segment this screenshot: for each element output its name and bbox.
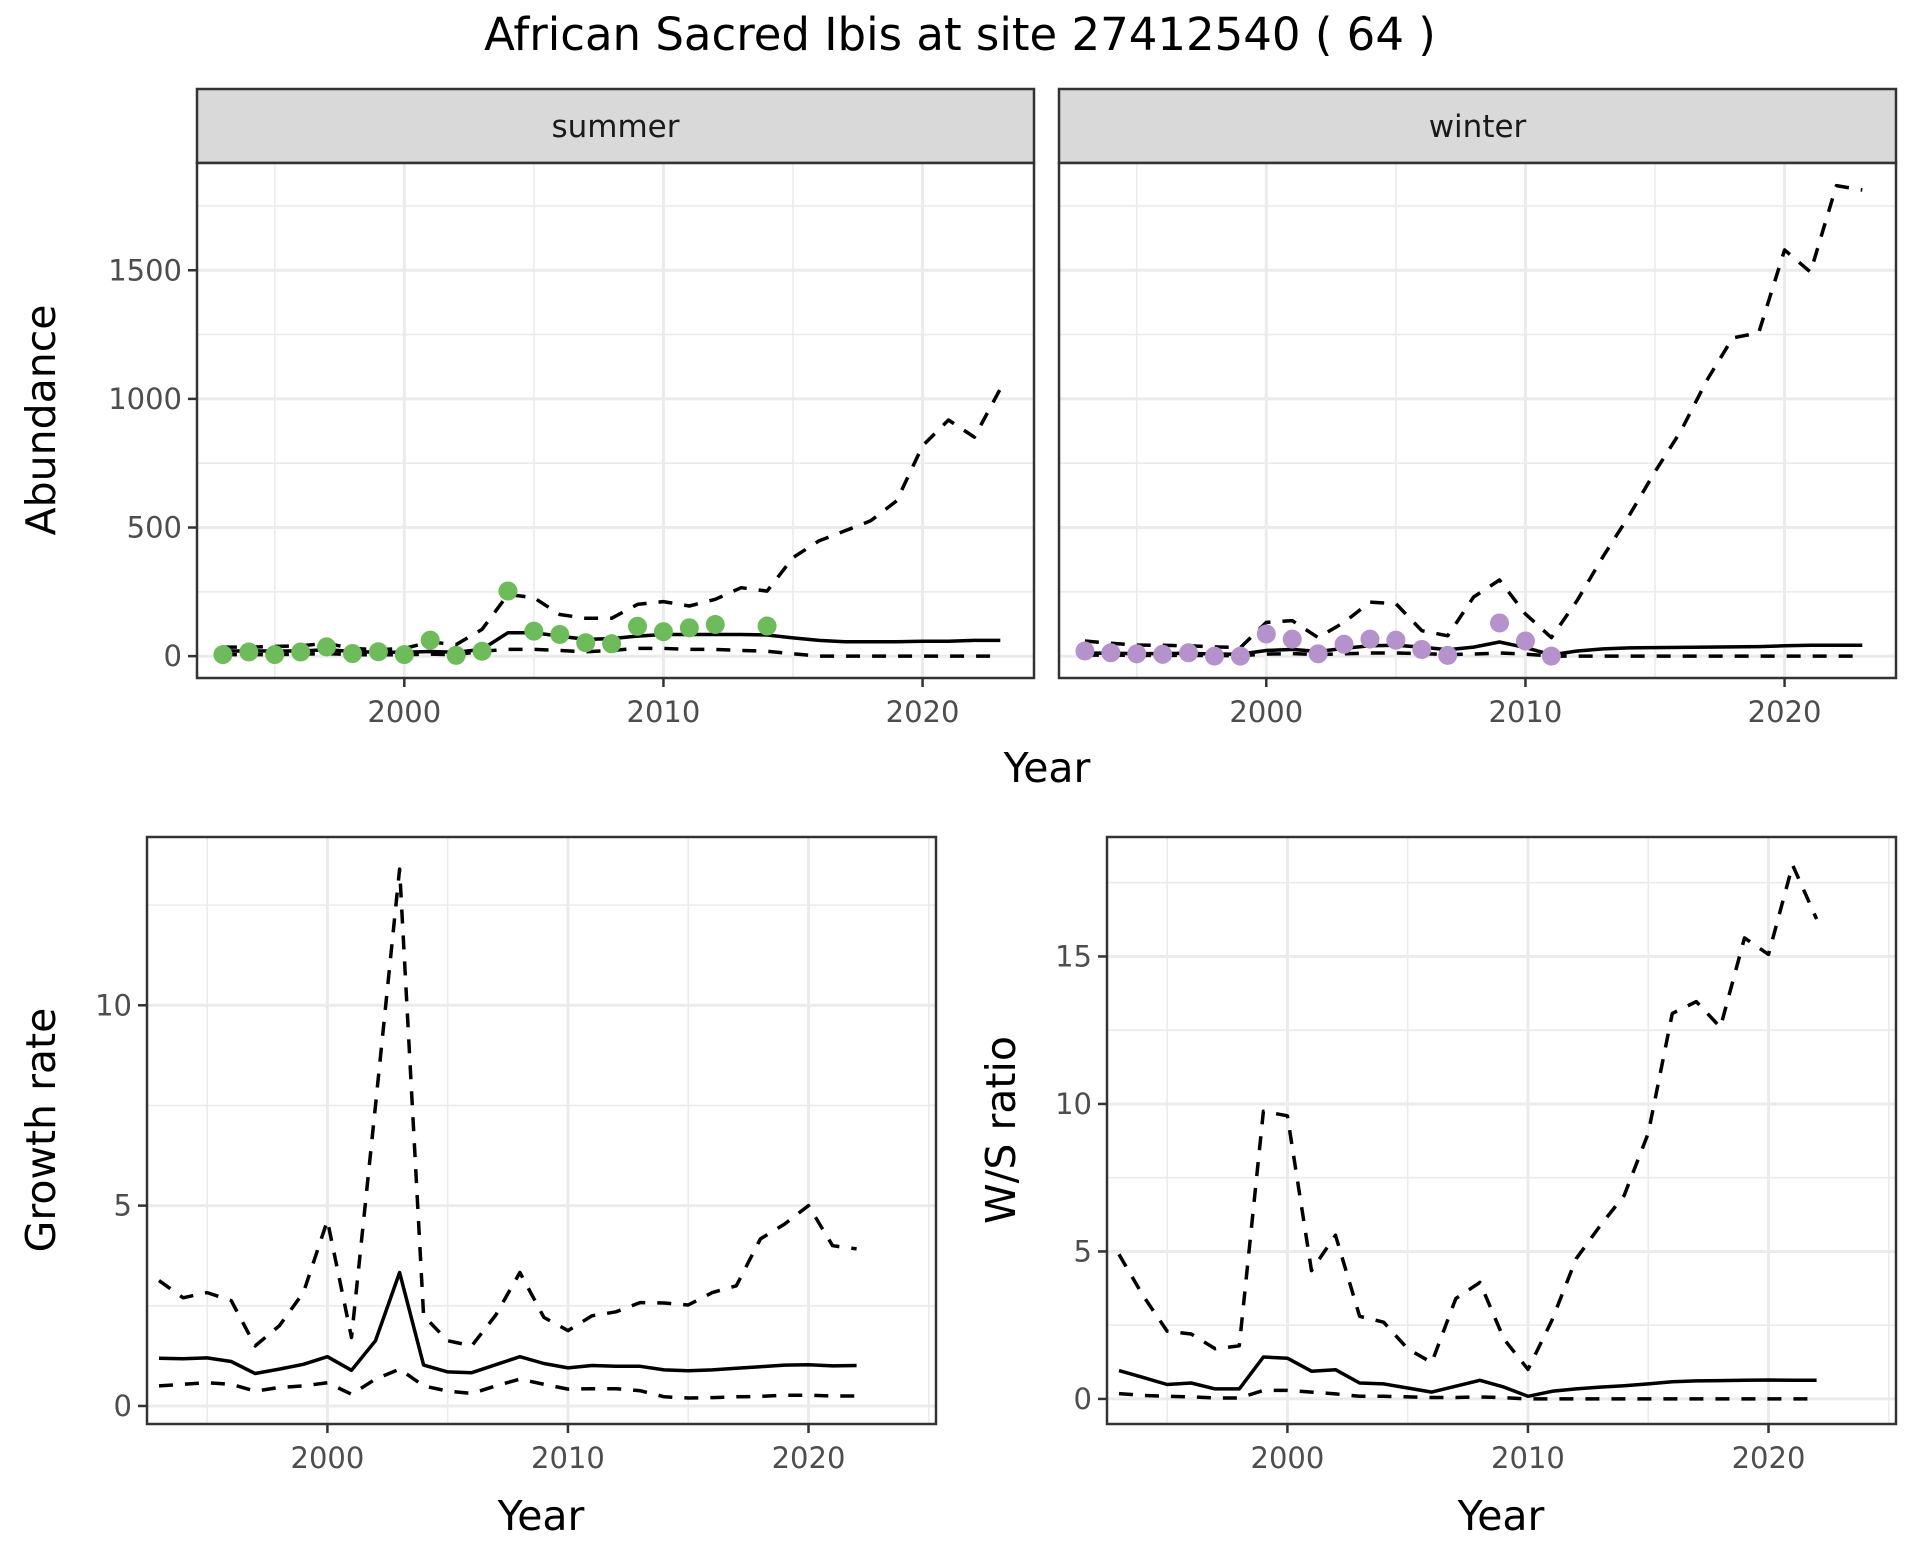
data-point — [291, 642, 311, 662]
x-axis-title-ws-ratio: Year — [1457, 1492, 1545, 1540]
y-tick-label: 5 — [114, 1189, 132, 1223]
data-point — [213, 645, 233, 665]
panel-winter: winter 2000 2010 2020 — [1057, 87, 1898, 729]
plot-area-summer: 2000 2010 2020 0 500 1000 1500 — [108, 161, 1036, 729]
strip-label-summer: summer — [551, 109, 679, 145]
y-tick-label: 0 — [1074, 1382, 1092, 1416]
panel-background-ws-ratio — [1107, 837, 1896, 1424]
data-point — [705, 614, 725, 634]
panel-background-winter — [1059, 163, 1896, 678]
data-point — [239, 642, 259, 662]
data-point — [317, 637, 337, 657]
series-line-upper — [1084, 183, 1863, 650]
data-point — [602, 634, 622, 654]
strip-summer — [195, 87, 1036, 165]
data-point — [342, 644, 362, 664]
x-tick-label: 2000 — [291, 1441, 365, 1475]
y-tick-label: 1000 — [108, 382, 182, 416]
series-line-lower — [1118, 1388, 1817, 1401]
data-point — [472, 641, 492, 661]
panel-background-growth — [147, 837, 936, 1424]
data-point — [1282, 629, 1302, 649]
data-point — [446, 645, 466, 665]
data-point — [498, 581, 518, 601]
panel-border-winter — [1057, 161, 1898, 680]
x-tick-label: 2020 — [1732, 1441, 1806, 1475]
data-point — [1308, 644, 1328, 664]
series-group-growth — [157, 867, 857, 1400]
data-point — [1438, 645, 1458, 665]
y-tick-label: 5 — [1074, 1234, 1092, 1268]
y-tick-label: 0 — [164, 639, 182, 673]
data-point — [1230, 646, 1250, 666]
series-group-summer — [213, 388, 1002, 665]
series-line-upper — [157, 867, 857, 1348]
y-axis-title-abundance: Abundance — [17, 305, 65, 536]
strip-winter — [1057, 87, 1898, 165]
panel-background-summer — [197, 163, 1034, 678]
data-point — [1256, 624, 1276, 644]
panel-border-summer — [195, 161, 1036, 680]
data-point — [757, 616, 777, 636]
data-point — [1075, 641, 1095, 661]
x-axis-title-growth: Year — [497, 1492, 585, 1540]
data-point — [653, 622, 673, 642]
main-title: African Sacred Ibis at site 27412540 ( 6… — [484, 8, 1436, 61]
x-tick-label: 2010 — [531, 1441, 605, 1475]
panel-border-ws-ratio — [1105, 835, 1898, 1426]
x-tick-label: 2020 — [886, 695, 960, 729]
data-point — [368, 642, 388, 662]
y-tick-label: 10 — [1055, 1087, 1092, 1121]
plot-area-ws-ratio: 2000 2010 2020 0 5 10 15 — [1055, 835, 1898, 1475]
x-tick-label: 2000 — [367, 695, 441, 729]
series-group-ws-ratio — [1117, 863, 1819, 1401]
data-point — [1204, 646, 1224, 666]
data-point — [576, 633, 596, 653]
series-line-lower — [158, 1367, 857, 1400]
y-tick-label: 10 — [95, 988, 132, 1022]
series-line-upper — [1117, 863, 1819, 1372]
data-point — [1127, 644, 1147, 664]
y-axis-title-growth: Growth rate — [17, 1008, 65, 1253]
panel-summer: summer 2000 2010 2020 0 500 1000 1500 — [108, 87, 1036, 729]
series-line-median — [1118, 1355, 1817, 1399]
data-point — [1412, 639, 1432, 659]
x-tick-label: 2020 — [772, 1441, 846, 1475]
data-point — [1541, 646, 1561, 666]
data-point — [679, 618, 699, 638]
data-point — [1490, 613, 1510, 633]
data-point — [265, 645, 285, 665]
data-point — [420, 630, 440, 650]
x-tick-label: 2010 — [1491, 1441, 1565, 1475]
data-point — [1386, 630, 1406, 650]
x-tick-label: 2010 — [1489, 695, 1563, 729]
x-tick-label: 2020 — [1748, 695, 1822, 729]
y-tick-label: 15 — [1055, 939, 1092, 973]
strip-label-winter: winter — [1429, 109, 1527, 145]
data-point — [550, 625, 570, 645]
series-group-winter — [1075, 183, 1863, 666]
data-point — [394, 645, 414, 665]
panel-border-growth — [145, 835, 938, 1426]
y-tick-label: 500 — [127, 511, 182, 545]
plot-area-growth: 2000 2010 2020 0 5 10 — [95, 835, 938, 1475]
data-point — [1360, 629, 1380, 649]
data-point — [1179, 643, 1199, 663]
data-point — [524, 621, 544, 641]
data-point — [1334, 634, 1354, 654]
plot-area-winter: 2000 2010 2020 — [1057, 161, 1898, 729]
y-axis-title-ws-ratio: W/S ratio — [977, 1036, 1025, 1224]
data-point — [1101, 643, 1121, 663]
y-tick-label: 0 — [114, 1389, 132, 1423]
x-axis-title-abundance: Year — [1003, 744, 1091, 792]
series-line-median — [158, 1270, 857, 1376]
data-point — [1153, 644, 1173, 664]
data-point — [628, 616, 648, 636]
x-tick-label: 2000 — [1229, 695, 1303, 729]
y-tick-label: 1500 — [108, 253, 182, 287]
x-tick-label: 2000 — [1251, 1441, 1325, 1475]
x-tick-label: 2010 — [627, 695, 701, 729]
data-point — [1515, 631, 1535, 651]
